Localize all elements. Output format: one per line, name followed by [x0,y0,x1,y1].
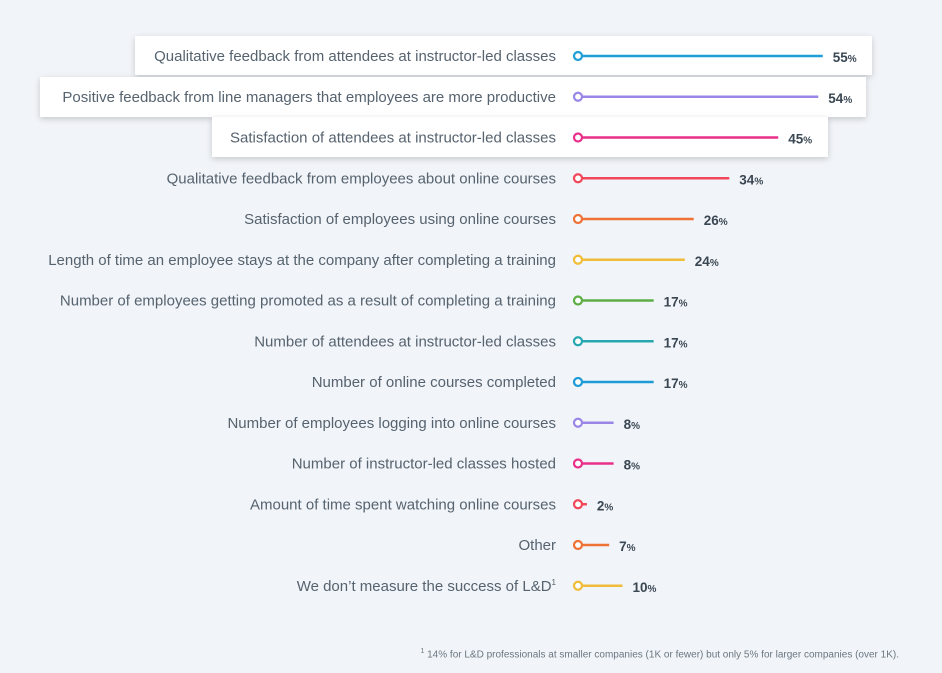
category-label: Number of employees logging into online … [227,415,556,432]
value-label: 8% [624,417,641,432]
category-label: Other [518,537,556,554]
bar-marker [572,132,584,143]
value-label: 10% [633,580,657,595]
value-label: 45% [788,132,812,147]
category-label: Number of attendees at instructor-led cl… [254,333,556,350]
percent-sign: % [848,54,857,65]
value-label: 17% [664,335,688,350]
percent-sign: % [679,299,688,310]
value-label: 2% [597,498,614,513]
category-label: Number of online courses completed [312,374,556,391]
value-label: 54% [828,91,852,106]
category-label: Qualitative feedback from attendees at i… [154,48,556,65]
value-label: 55% [833,50,857,65]
bar-marker [572,213,584,225]
value-label: 17% [664,295,688,310]
value-label: 8% [624,458,641,473]
percent-sign: % [719,217,728,228]
percent-sign: % [631,421,640,432]
percent-sign: % [604,502,613,513]
bar-marker [572,458,584,469]
percent-sign: % [710,258,719,269]
bar-marker [572,376,584,388]
bar-marker [572,580,584,591]
bar-marker [572,499,584,510]
bar-marker [572,50,584,62]
bar-marker [572,295,584,306]
chart-row: Qualitative feedback from employees abou… [167,170,764,187]
category-label: Number of instructor-led classes hosted [292,456,556,473]
percent-sign: % [803,136,812,147]
chart-row: Satisfaction of attendees at instructor-… [230,130,812,147]
value-label: 34% [739,172,763,187]
chart-row: Number of attendees at instructor-led cl… [254,333,687,350]
percent-sign: % [754,176,763,187]
percent-sign: % [843,95,852,106]
chart-row: Length of time an employee stays at the … [48,252,719,269]
footnote: 1 14% for L&D professionals at smaller c… [420,648,899,660]
chart-row: Number of instructor-led classes hosted 8… [292,456,640,473]
percent-sign: % [648,584,657,595]
chart-row: Satisfaction of employees using online c… [244,211,728,228]
chart-row: Number of online courses completed 17% [312,374,688,391]
value-label: 26% [704,213,728,228]
footnote-mark: 1 [552,578,557,587]
category-label: Amount of time spent watching online cou… [250,496,556,513]
percent-sign: % [679,380,688,391]
footnote-mark: 1 [420,648,425,655]
category-label: Satisfaction of attendees at instructor-… [230,130,556,147]
value-label: 17% [664,376,688,391]
category-label: Length of time an employee stays at the … [48,252,556,269]
percent-sign: % [679,339,688,350]
chart-row: Amount of time spent watching online cou… [250,496,613,513]
bar-marker [572,336,584,347]
chart-row: Other 7% [518,537,635,554]
value-label: 24% [695,254,719,269]
category-label: Qualitative feedback from employees abou… [167,170,556,187]
category-label: Number of employees getting promoted as … [60,293,556,310]
chart-row: Number of employees getting promoted as … [60,293,688,310]
chart-row: Qualitative feedback from attendees at i… [154,48,857,65]
bar-marker [572,417,584,428]
chart-row: We don’t measure the success of L&D1 10% [297,578,657,595]
category-label: We don’t measure the success of L&D1 [297,578,557,595]
chart-row: Positive feedback from line managers tha… [62,89,852,106]
bar-marker [572,539,584,551]
footnote-text: 14% for L&D professionals at smaller com… [427,649,899,661]
bar-marker [572,91,584,102]
bar-marker [572,254,584,265]
category-label: Satisfaction of employees using online c… [244,211,556,228]
value-label: 7% [619,539,636,554]
chart-row: Number of employees logging into online … [227,415,640,432]
percent-sign: % [631,462,640,473]
bar-marker [572,173,584,184]
category-label: Positive feedback from line managers tha… [62,89,556,106]
percent-sign: % [627,543,636,554]
